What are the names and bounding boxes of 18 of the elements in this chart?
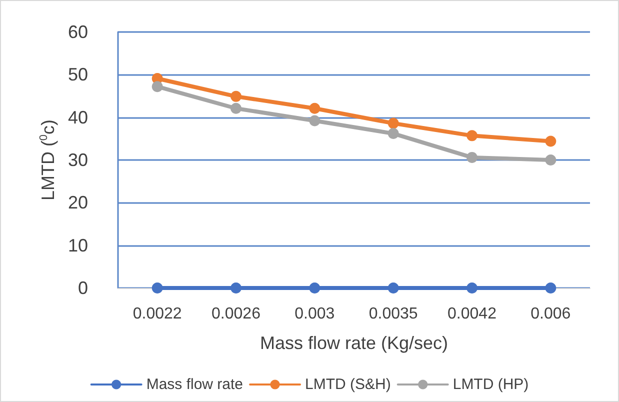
y-tick-label: 60 <box>68 22 88 42</box>
y-axis-title: LMTD (0c) <box>38 119 58 201</box>
legend-label: LMTD (S&H) <box>305 376 391 393</box>
x-tick-label: 0.003 <box>294 306 335 322</box>
y-tick-label: 10 <box>68 235 88 256</box>
y-tick-label: 50 <box>68 64 88 85</box>
y-tick-label: 0 <box>78 278 88 298</box>
legend-label: LMTD (HP) <box>452 376 529 393</box>
y-tick-label: 20 <box>68 192 88 213</box>
x-axis-title: Mass flow rate (Kg/sec) <box>260 333 448 353</box>
x-tick-label: 0.0026 <box>212 306 261 322</box>
y-tick-label: 30 <box>68 150 88 170</box>
x-tick-label: 0.006 <box>530 306 571 322</box>
x-tick-label: 0.0035 <box>368 306 418 322</box>
x-tick-label: 0.0042 <box>448 306 497 322</box>
y-tick-label: 40 <box>68 107 88 128</box>
legend-label: Mass flow rate <box>146 376 244 393</box>
x-tick-label: 0.0022 <box>132 306 182 322</box>
